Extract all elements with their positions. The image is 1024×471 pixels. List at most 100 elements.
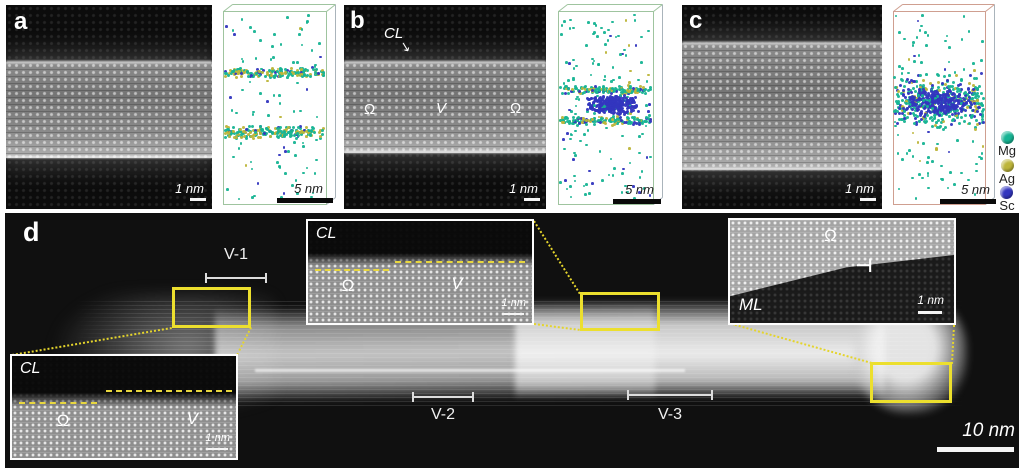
- atom-sc: [613, 103, 617, 107]
- atom-mg: [978, 84, 982, 88]
- atom-sc: [972, 88, 976, 92]
- atom-sc: [907, 105, 911, 109]
- inset-middle-scale-label: 1 nm: [501, 297, 526, 309]
- atom-mg: [935, 126, 939, 130]
- atom-sc: [943, 94, 947, 98]
- atom-mg: [977, 155, 981, 159]
- atom-sc: [317, 71, 321, 75]
- atom-mg: [564, 85, 568, 89]
- atom-mg: [288, 135, 292, 139]
- atom-sc: [606, 106, 610, 110]
- atom-mg: [611, 173, 615, 177]
- atom-ag: [320, 68, 324, 72]
- atom-sc: [944, 112, 948, 116]
- atom-sc: [950, 103, 954, 107]
- atom-mg: [639, 121, 643, 125]
- atom-mg: [288, 130, 292, 134]
- atom-sc: [626, 105, 630, 109]
- atom-ag: [954, 113, 958, 117]
- atom-mg: [596, 35, 599, 39]
- atom-ag: [281, 133, 285, 137]
- atom-mg: [626, 112, 630, 115]
- atom-sc: [588, 169, 591, 173]
- atom-mg: [272, 33, 276, 36]
- atom-sc: [944, 100, 948, 104]
- atom-ag: [904, 100, 908, 104]
- atom-mg: [572, 116, 576, 120]
- atom-mg: [944, 39, 947, 43]
- atom-ag: [242, 130, 246, 134]
- atom-mg: [629, 87, 633, 91]
- atom-mg: [258, 39, 262, 42]
- atom-sc: [954, 111, 958, 115]
- atom-mg: [587, 21, 590, 24]
- atom-sc: [966, 98, 970, 102]
- atom-ag: [265, 71, 269, 74]
- atom-mg: [621, 120, 625, 123]
- atom-sc: [620, 107, 624, 111]
- atom-sc: [951, 93, 955, 97]
- atom-mg: [614, 35, 618, 39]
- cl-plane-dashed-line: [395, 260, 526, 263]
- atom-ag: [581, 121, 585, 125]
- atom-mg: [979, 157, 983, 160]
- atom-mg: [914, 197, 918, 200]
- atom-mg: [568, 26, 572, 30]
- atom-sc: [945, 98, 949, 102]
- atom-ag: [981, 145, 985, 149]
- atom-sc: [919, 111, 923, 115]
- atom-mg: [620, 87, 624, 91]
- atom-sc: [648, 103, 651, 106]
- atom-mg: [570, 121, 574, 125]
- atom-mg: [645, 115, 649, 119]
- atom-mg: [314, 70, 318, 74]
- atom-mg: [592, 59, 596, 63]
- atom-sc: [600, 103, 604, 107]
- atom-sc: [622, 120, 626, 124]
- atom-mg: [584, 123, 588, 127]
- atom-mg: [597, 62, 601, 66]
- atom-sc: [938, 104, 942, 108]
- inset-left-scale-bar: [206, 448, 228, 450]
- atom-sc: [562, 138, 566, 141]
- atom-sc: [637, 123, 641, 127]
- atom-mg: [981, 107, 985, 111]
- atom-mg: [940, 164, 944, 168]
- atom-sc: [953, 96, 957, 100]
- atom-sc: [926, 106, 930, 110]
- atom-sc: [600, 99, 604, 103]
- atom-ag: [923, 111, 927, 115]
- atom-mg: [572, 118, 575, 122]
- atom-mg: [235, 131, 239, 135]
- atom-ag: [933, 123, 937, 127]
- atom-ag: [252, 133, 256, 137]
- atom-ag: [236, 133, 240, 137]
- atom-sc: [274, 71, 278, 75]
- atom-mg: [911, 176, 915, 180]
- atom-mg: [611, 65, 615, 69]
- atom-mg: [963, 119, 967, 123]
- atom-mg: [253, 194, 256, 198]
- atom-mg: [621, 134, 624, 138]
- atom-sc: [957, 100, 961, 104]
- atom-ag: [975, 99, 979, 103]
- atom-sc: [951, 112, 955, 116]
- atom-sc: [621, 101, 625, 105]
- atom-ag: [257, 128, 261, 132]
- atom-ag: [971, 84, 975, 88]
- atom-mg: [919, 88, 923, 92]
- atom-sc: [929, 110, 933, 114]
- atom-mg: [249, 160, 253, 164]
- atom-sc: [930, 89, 934, 93]
- atom-mg: [980, 59, 983, 63]
- atom-mg: [311, 191, 315, 195]
- atom-sc: [623, 94, 627, 98]
- atom-sc: [233, 33, 236, 36]
- atom-sc: [256, 68, 259, 72]
- atom-mg: [949, 109, 953, 113]
- atom-sc: [945, 89, 949, 93]
- atom-sc: [618, 99, 622, 103]
- atom-mg: [312, 130, 316, 134]
- atom-ag: [299, 73, 303, 77]
- atom-mg: [574, 86, 578, 90]
